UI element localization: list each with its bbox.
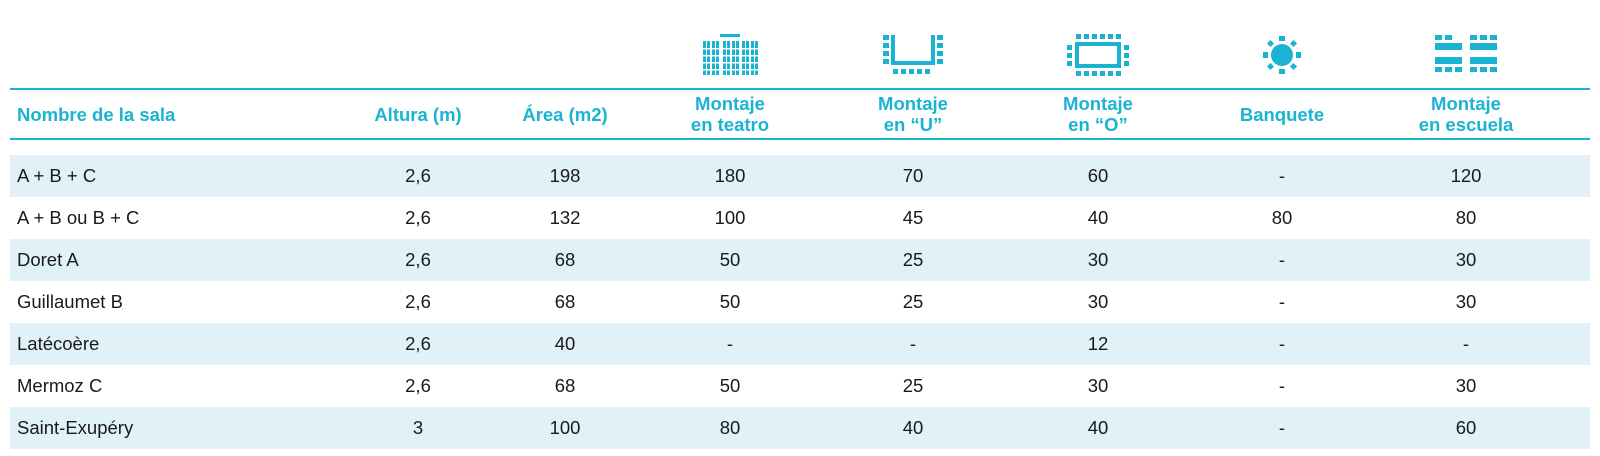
theater-cell: 50: [719, 291, 741, 312]
header-school: Montaje en escuela: [1418, 93, 1514, 135]
layout-icons-row: [10, 30, 1590, 80]
banquet-layout-icon: [1222, 30, 1342, 80]
banquet-cell: -: [1278, 333, 1286, 354]
theater-cell: 50: [719, 375, 741, 396]
banquet-cell: -: [1278, 417, 1286, 438]
height-cell: 2,6: [405, 375, 431, 396]
room-name-cell: Guillaumet B: [17, 291, 123, 312]
table-row: Saint-Exupéry 3 100 80 40 40 - 60: [10, 407, 1590, 449]
o-shape-cell: 30: [1087, 249, 1109, 270]
o-shape-cell: 60: [1087, 165, 1109, 186]
o-shape-cell: 40: [1087, 207, 1109, 228]
banquet-cell: -: [1278, 249, 1286, 270]
room-name-cell: Mermoz C: [17, 375, 103, 396]
u-shape-cell: 25: [902, 249, 924, 270]
school-cell: 60: [1455, 417, 1477, 438]
room-name-cell: A + B + C: [17, 165, 97, 186]
u-shape-cell: -: [909, 333, 917, 354]
theater-cell: -: [726, 333, 734, 354]
o-shape-cell: 12: [1087, 333, 1109, 354]
school-cell: 30: [1455, 249, 1477, 270]
school-cell: 30: [1455, 375, 1477, 396]
o-shape-cell: 40: [1087, 417, 1109, 438]
table-row: A + B ou B + C 2,6 132 100 45 40 80 80: [10, 197, 1590, 239]
school-cell: 120: [1450, 165, 1482, 186]
area-cell: 100: [549, 417, 581, 438]
o-shape-cell: 30: [1087, 291, 1109, 312]
u-shape-cell: 45: [902, 207, 924, 228]
school-cell: 80: [1455, 207, 1477, 228]
classroom-layout-icon: [1406, 30, 1526, 80]
area-cell: 68: [554, 249, 576, 270]
header-o-shape: Montaje en “O”: [1063, 93, 1133, 135]
header-height: Altura (m): [374, 103, 462, 125]
o-shape-cell: 30: [1087, 375, 1109, 396]
room-name-cell: Saint-Exupéry: [17, 417, 134, 438]
o-shape-layout-icon: [1038, 30, 1158, 80]
height-cell: 2,6: [405, 291, 431, 312]
header-top-rule: [10, 88, 1590, 90]
height-cell: 2,6: [405, 333, 431, 354]
area-cell: 132: [549, 207, 581, 228]
u-shape-cell: 40: [902, 417, 924, 438]
area-cell: 198: [549, 165, 581, 186]
banquet-cell: 80: [1271, 207, 1293, 228]
school-cell: -: [1462, 333, 1470, 354]
table-row: A + B + C 2,6 198 180 70 60 - 120: [10, 155, 1590, 197]
height-cell: 3: [412, 417, 424, 438]
theater-cell: 50: [719, 249, 741, 270]
u-shape-cell: 25: [902, 291, 924, 312]
height-cell: 2,6: [405, 165, 431, 186]
theater-cell: 80: [719, 417, 741, 438]
header-theater: Montaje en teatro: [690, 93, 770, 135]
table-row: Mermoz C 2,6 68 50 25 30 - 30: [10, 365, 1590, 407]
table-row: Latécoère 2,6 40 - - 12 - -: [10, 323, 1590, 365]
theater-cell: 180: [714, 165, 746, 186]
header-bottom-rule: [10, 138, 1590, 140]
height-cell: 2,6: [405, 249, 431, 270]
header-banquet: Banquete: [1239, 103, 1325, 125]
banquet-cell: -: [1278, 165, 1286, 186]
area-cell: 68: [554, 375, 576, 396]
header-area: Área (m2): [522, 103, 608, 125]
room-name-cell: Doret A: [17, 249, 79, 270]
table-header: Nombre de la sala Altura (m) Área (m2) M…: [10, 90, 1590, 138]
table-row: Guillaumet B 2,6 68 50 25 30 - 30: [10, 281, 1590, 323]
table-row: Doret A 2,6 68 50 25 30 - 30: [10, 239, 1590, 281]
theater-cell: 100: [714, 207, 746, 228]
u-shape-cell: 25: [902, 375, 924, 396]
table-body: A + B + C 2,6 198 180 70 60 - 120 A + B …: [10, 155, 1590, 449]
height-cell: 2,6: [405, 207, 431, 228]
room-name-cell: A + B ou B + C: [17, 207, 140, 228]
u-shape-layout-icon: [853, 30, 973, 80]
banquet-cell: -: [1278, 375, 1286, 396]
header-room-name: Nombre de la sala: [17, 103, 176, 125]
school-cell: 30: [1455, 291, 1477, 312]
area-cell: 40: [554, 333, 576, 354]
room-name-cell: Latécoère: [17, 333, 100, 354]
header-u-shape: Montaje en “U”: [878, 93, 948, 135]
area-cell: 68: [554, 291, 576, 312]
banquet-cell: -: [1278, 291, 1286, 312]
theater-layout-icon: [670, 30, 790, 80]
u-shape-cell: 70: [902, 165, 924, 186]
